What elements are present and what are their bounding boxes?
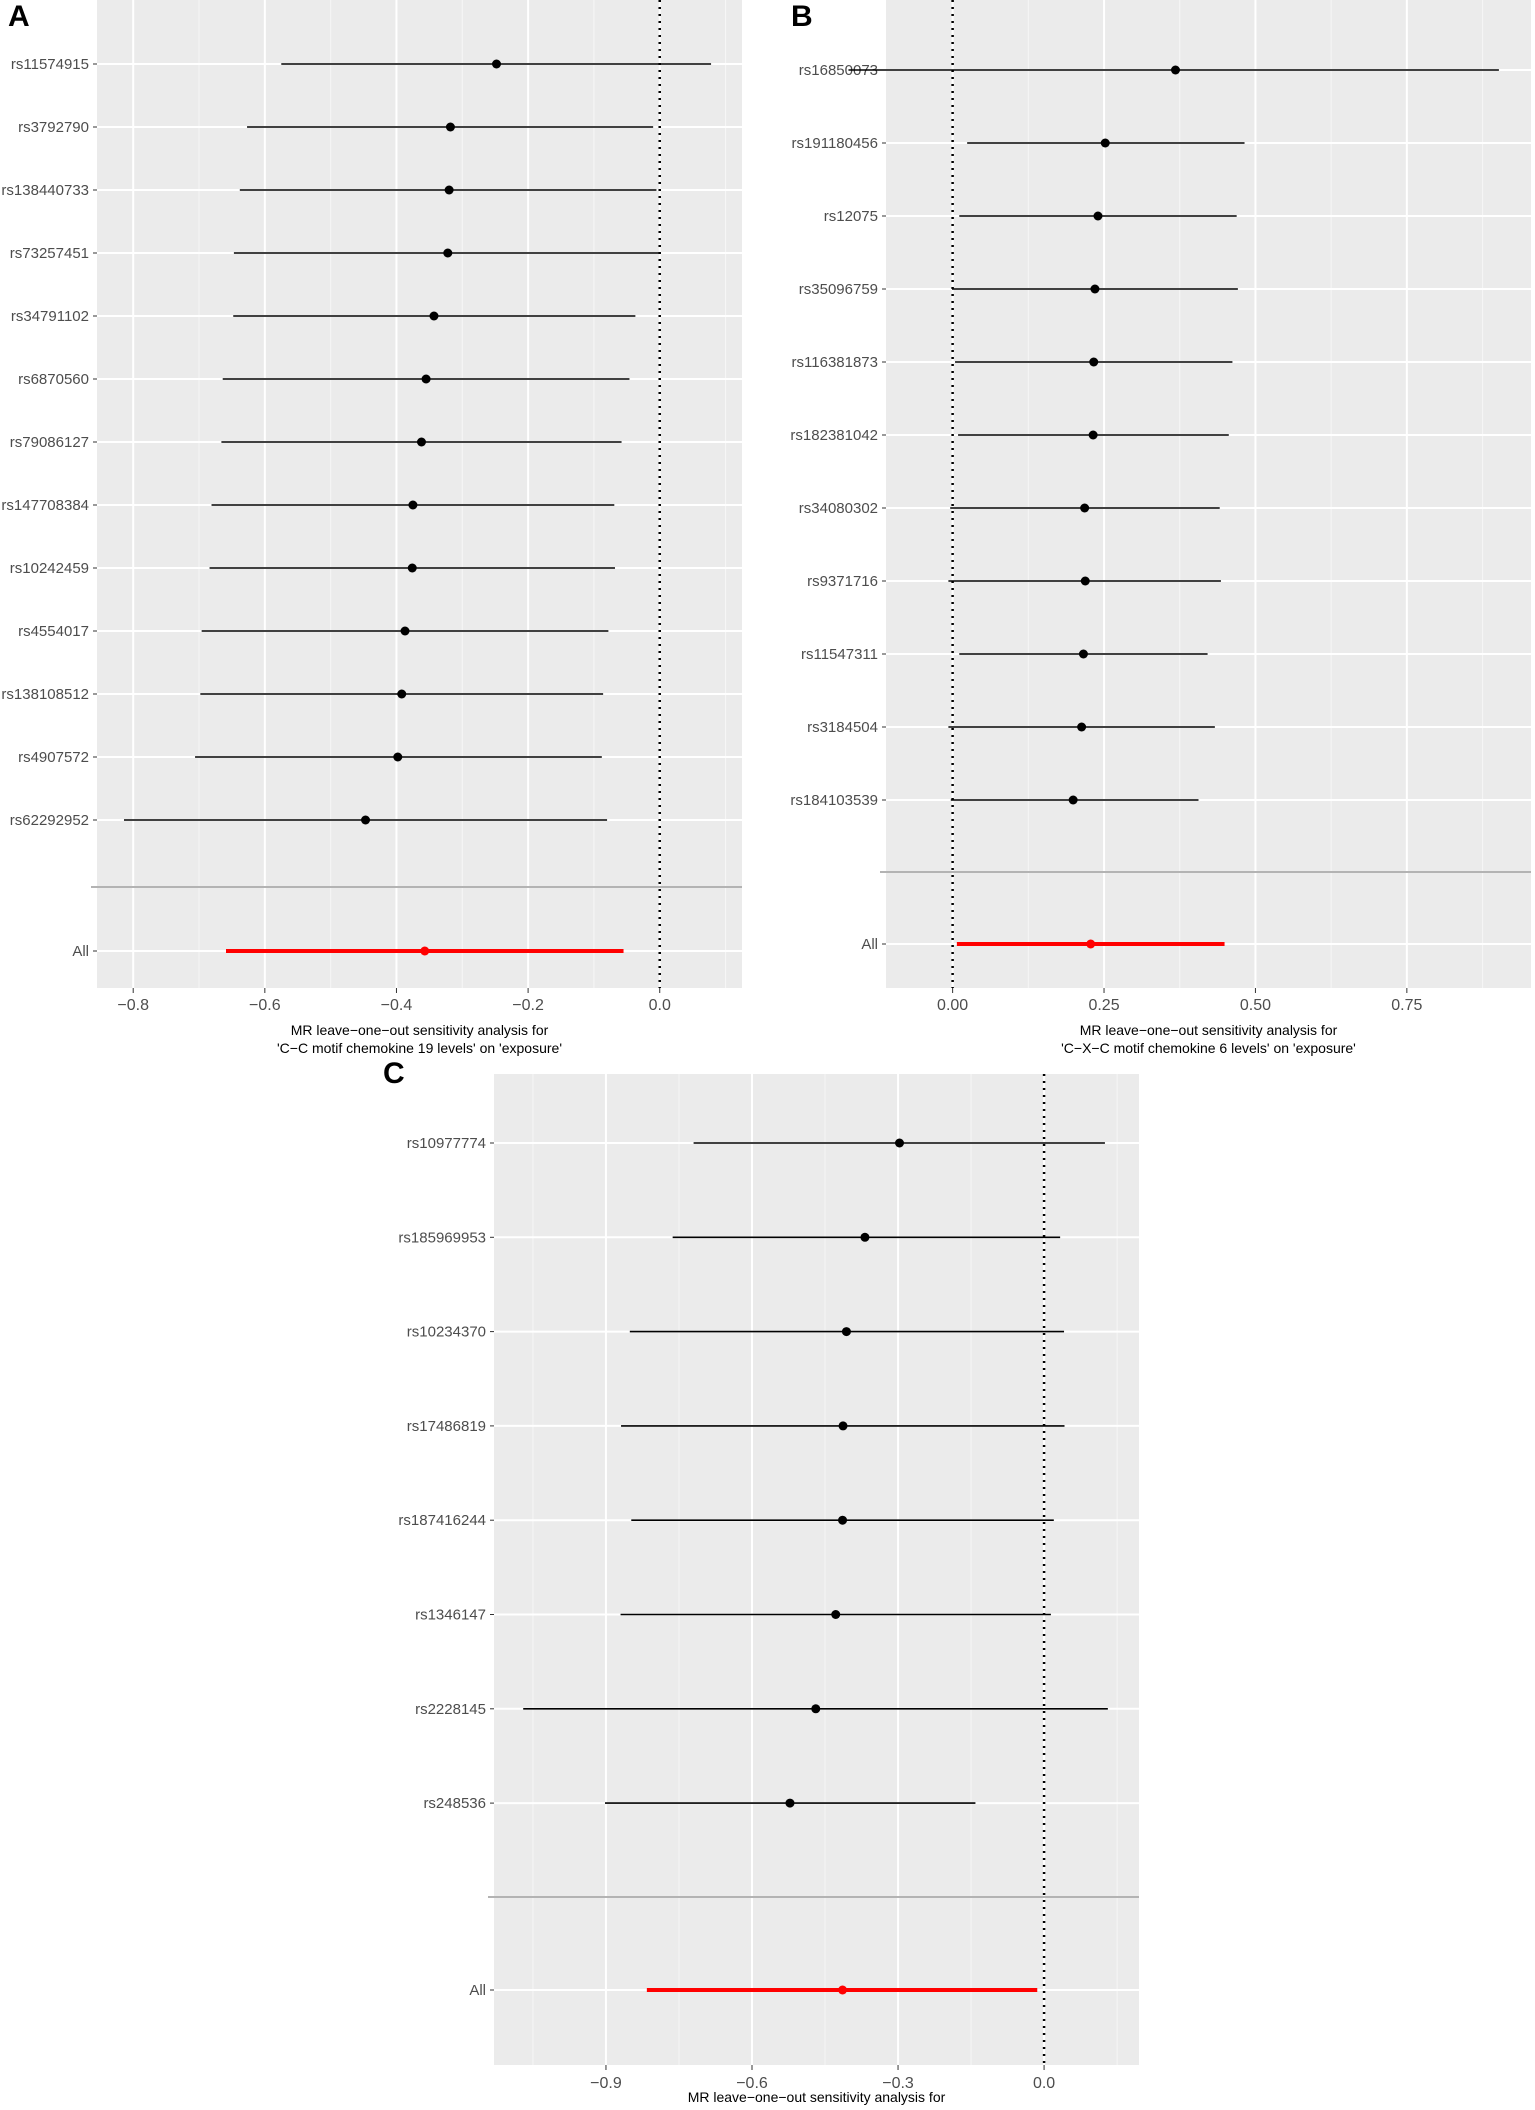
snp-estimate-point — [393, 752, 403, 762]
snp-estimate-point — [785, 1798, 795, 1808]
snp-label: rs17486819 — [407, 1418, 486, 1435]
snp-label: rs6870560 — [18, 371, 89, 388]
snp-label: rs10234370 — [407, 1324, 486, 1341]
x-tick-label: −0.4 — [381, 997, 413, 1014]
snp-estimate-point — [397, 689, 407, 699]
snp-estimate-point — [841, 1327, 851, 1337]
panel-letter: A — [8, 0, 30, 33]
snp-label: rs185969953 — [398, 1229, 486, 1246]
snp-label: rs9371716 — [807, 573, 878, 590]
x-tick-label: 0.25 — [1088, 997, 1119, 1014]
snp-estimate-point — [838, 1515, 848, 1525]
snp-label: rs79086127 — [10, 434, 89, 451]
x-tick-label: −0.3 — [882, 2075, 914, 2092]
all-estimate-point — [1086, 939, 1096, 949]
plot-background — [97, 0, 742, 988]
snp-label: rs62292952 — [10, 812, 89, 829]
x-axis-title: MR leave−one−out sensitivity analysis fo… — [291, 1022, 549, 1038]
snp-estimate-point — [416, 437, 426, 447]
snp-label: rs147708384 — [1, 497, 89, 514]
x-axis-title: 'C−C motif chemokine 19 levels' on 'expo… — [277, 1040, 562, 1056]
snp-label: rs191180456 — [792, 135, 878, 152]
snp-label: rs116381873 — [792, 354, 878, 371]
snp-label: rs73257451 — [10, 245, 89, 262]
snp-estimate-point — [421, 374, 431, 384]
snp-label: rs187416244 — [398, 1512, 486, 1529]
snp-label: rs12075 — [824, 208, 878, 225]
x-tick-label: −0.2 — [512, 997, 544, 1014]
snp-label: rs4554017 — [18, 623, 89, 640]
x-tick-label: −0.6 — [249, 997, 281, 1014]
snp-estimate-point — [429, 311, 439, 321]
snp-estimate-point — [811, 1704, 821, 1714]
x-axis-title: 'Interleukin−6 levels' on 'exposure' — [711, 2107, 923, 2110]
panel-letter: B — [791, 0, 813, 33]
snp-estimate-point — [443, 248, 453, 258]
all-estimate-point — [420, 946, 430, 956]
snp-estimate-point — [1077, 722, 1087, 732]
snp-estimate-point — [492, 59, 502, 69]
x-tick-label: 0.00 — [937, 997, 968, 1014]
snp-estimate-point — [831, 1610, 841, 1619]
snp-estimate-point — [860, 1232, 870, 1242]
snp-estimate-point — [1080, 503, 1090, 513]
snp-label: rs184103539 — [790, 792, 878, 809]
all-label: All — [861, 936, 878, 953]
snp-label: rs11574915 — [11, 56, 89, 73]
snp-estimate-point — [444, 185, 454, 195]
snp-label: rs10242459 — [10, 560, 89, 577]
all-label: All — [72, 943, 89, 960]
snp-label: rs138108512 — [1, 686, 89, 703]
snp-label: rs182381042 — [790, 427, 878, 444]
snp-estimate-point — [894, 1138, 904, 1148]
x-tick-label: 0.0 — [649, 997, 671, 1014]
snp-estimate-point — [407, 563, 417, 573]
snp-label: rs34791102 — [11, 308, 89, 325]
snp-estimate-point — [1080, 576, 1090, 586]
snp-label: rs2228145 — [415, 1701, 486, 1718]
snp-estimate-point — [1170, 65, 1180, 75]
snp-label: rs248536 — [423, 1795, 486, 1812]
snp-estimate-point — [361, 815, 371, 825]
snp-label: rs11547311 — [801, 646, 878, 663]
snp-estimate-point — [1068, 795, 1078, 805]
x-tick-label: −0.8 — [117, 997, 149, 1014]
plot-background — [886, 0, 1531, 988]
snp-label: rs1346147 — [415, 1607, 486, 1624]
snp-label: rs10977774 — [407, 1135, 486, 1152]
snp-estimate-point — [1100, 138, 1110, 148]
all-estimate-point — [838, 1985, 848, 1995]
x-tick-label: 0.75 — [1391, 997, 1422, 1014]
snp-label: rs35096759 — [799, 281, 878, 298]
x-axis-title: MR leave−one−out sensitivity analysis fo… — [688, 2089, 946, 2105]
x-axis-title: MR leave−one−out sensitivity analysis fo… — [1080, 1022, 1338, 1038]
snp-label: rs16850073 — [799, 62, 878, 79]
snp-label: rs34080302 — [799, 500, 878, 517]
snp-estimate-point — [1090, 284, 1100, 294]
plot-background — [494, 1074, 1139, 2065]
x-tick-label: 0.0 — [1033, 2075, 1055, 2092]
panel-letter: C — [383, 1057, 405, 1090]
snp-estimate-point — [1093, 211, 1103, 221]
snp-estimate-point — [408, 500, 418, 510]
x-axis-title: 'C−X−C motif chemokine 6 levels' on 'exp… — [1061, 1040, 1356, 1056]
x-tick-label: 0.50 — [1240, 997, 1271, 1014]
snp-label: rs3792790 — [18, 119, 89, 136]
snp-estimate-point — [400, 626, 410, 636]
snp-estimate-point — [1088, 430, 1098, 440]
snp-estimate-point — [1078, 649, 1088, 659]
snp-estimate-point — [445, 122, 455, 132]
snp-label: rs138440733 — [1, 182, 89, 199]
snp-label: rs4907572 — [18, 749, 89, 766]
x-tick-label: −0.9 — [590, 2075, 622, 2092]
snp-estimate-point — [1089, 357, 1099, 367]
snp-label: rs3184504 — [807, 719, 878, 736]
x-tick-label: −0.6 — [736, 2075, 768, 2092]
snp-estimate-point — [838, 1421, 848, 1431]
all-label: All — [469, 1982, 486, 1999]
